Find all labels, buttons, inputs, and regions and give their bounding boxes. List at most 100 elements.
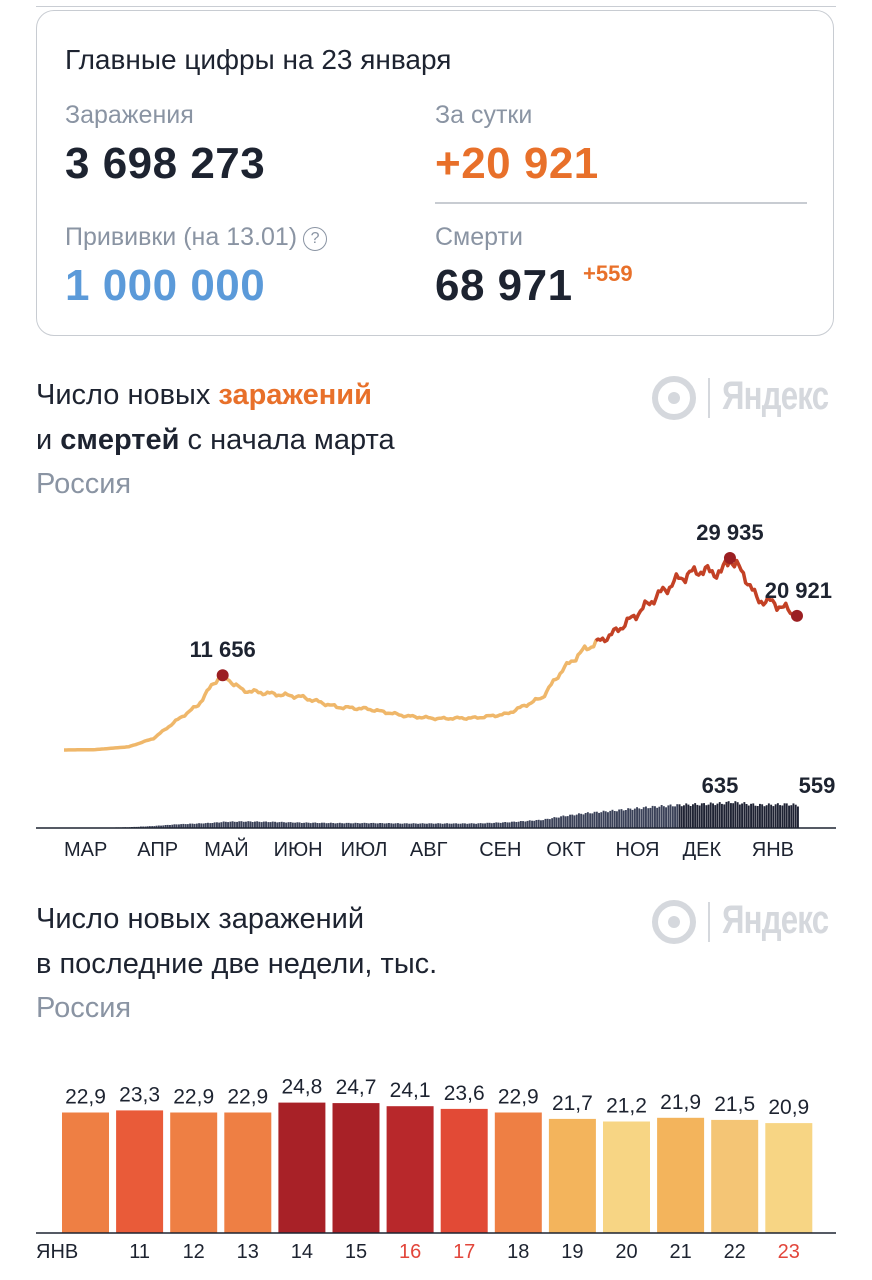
death-bar — [372, 822, 375, 828]
death-bar — [499, 822, 502, 828]
death-bar — [309, 823, 312, 828]
death-bar — [788, 805, 790, 828]
yandex-logo-dot-icon — [668, 392, 680, 404]
day-bar[interactable] — [170, 1112, 218, 1234]
death-bar — [515, 822, 518, 828]
death-bar — [321, 822, 323, 828]
yandex-logo-circle-icon — [652, 376, 696, 420]
chart1-title-highlight: заражений — [218, 379, 372, 411]
value-labels: 22,9 23,3 22,9 22,9 24,8 24,7 24,1 23,6 22,9 21,7… — [65, 1076, 809, 1120]
death-bar — [354, 822, 357, 828]
day-bar[interactable] — [386, 1106, 434, 1233]
day-bar[interactable] — [657, 1117, 705, 1233]
chart2-title-line2: в последние две недели, тыс. — [36, 948, 438, 980]
death-bar — [352, 823, 355, 828]
death-bar — [671, 806, 674, 828]
month-label: МАР — [64, 839, 107, 861]
death-bar — [692, 804, 694, 828]
death-bar — [582, 814, 585, 828]
day-bar[interactable] — [548, 1118, 596, 1233]
death-bar — [712, 803, 714, 828]
day-bar[interactable] — [711, 1119, 759, 1233]
death-bar — [388, 823, 390, 828]
bar-value-label: 24,8 — [281, 1076, 322, 1099]
annotation-points: 11 656 29 935 20 921 635 559 — [190, 520, 836, 798]
death-bar — [412, 823, 415, 828]
yandex-logo: Яндекс — [652, 374, 838, 424]
death-bar — [470, 823, 473, 828]
chart1-title-part1: Число новых — [36, 379, 219, 411]
death-bar — [528, 820, 531, 828]
death-bar — [423, 823, 426, 828]
death-bar — [676, 804, 679, 828]
death-bar — [452, 823, 455, 828]
death-bar — [468, 823, 471, 828]
day-bar[interactable] — [332, 1103, 380, 1233]
day-bar[interactable] — [494, 1112, 542, 1234]
day-bar[interactable] — [440, 1108, 488, 1233]
death-bar — [633, 808, 636, 828]
death-bar — [457, 823, 460, 828]
death-bar — [162, 825, 165, 828]
death-bar — [642, 807, 645, 828]
death-bar — [669, 804, 672, 828]
death-bar — [233, 821, 236, 828]
death-bar — [276, 822, 279, 828]
day-bar[interactable] — [278, 1102, 326, 1233]
death-bar — [490, 823, 493, 828]
death-bar — [504, 822, 507, 828]
death-bar — [593, 811, 596, 828]
death-bar — [383, 823, 386, 828]
day-label: 11 — [129, 1241, 150, 1263]
death-bar — [680, 806, 683, 828]
death-bar — [526, 820, 529, 828]
death-bar — [665, 807, 667, 828]
chart1-region: Россия — [36, 468, 132, 500]
day-label: 17 — [453, 1241, 475, 1263]
day-bar[interactable] — [62, 1112, 109, 1234]
death-bar — [178, 824, 180, 828]
infections-value: 3 698 273 — [65, 139, 266, 188]
death-bar — [584, 813, 587, 828]
death-bar — [611, 809, 614, 828]
death-bar — [251, 822, 254, 828]
death-bar — [506, 822, 509, 828]
day-bar[interactable] — [224, 1112, 272, 1234]
death-bar — [390, 823, 393, 828]
death-bar — [772, 806, 775, 828]
yandex-logo-separator — [708, 378, 710, 418]
death-bar — [783, 803, 786, 828]
death-bar — [602, 810, 605, 828]
death-bar — [589, 813, 592, 828]
month-label: МАЙ — [204, 837, 248, 861]
help-icon[interactable]: ? — [303, 227, 328, 251]
peak-point[interactable] — [723, 552, 736, 564]
day-bar[interactable] — [603, 1121, 650, 1234]
death-bar — [399, 823, 402, 828]
chart2-region: Россия — [36, 992, 132, 1024]
death-bar — [763, 806, 766, 828]
death-bar — [761, 804, 764, 828]
daily-label: За сутки — [435, 101, 533, 129]
chart1-title-part2: и — [36, 424, 61, 456]
death-bar — [705, 805, 708, 828]
death-bar — [727, 801, 730, 828]
death-bar — [385, 823, 388, 828]
death-bar — [296, 822, 299, 828]
death-bar — [256, 821, 259, 828]
peak-point[interactable] — [216, 669, 229, 682]
death-bar — [213, 822, 216, 828]
death-bar — [218, 822, 221, 828]
day-bar[interactable] — [116, 1110, 164, 1233]
death-bar — [184, 824, 187, 828]
day-bar[interactable] — [765, 1123, 813, 1233]
death-bar — [636, 807, 638, 828]
death-bar — [271, 821, 274, 828]
death-bar — [155, 825, 158, 828]
death-bar — [571, 814, 574, 828]
death-bar — [544, 818, 547, 828]
death-bar — [578, 813, 580, 828]
day-label: 20 — [615, 1241, 637, 1263]
peak-point[interactable] — [791, 609, 803, 622]
death-bar — [303, 822, 305, 828]
